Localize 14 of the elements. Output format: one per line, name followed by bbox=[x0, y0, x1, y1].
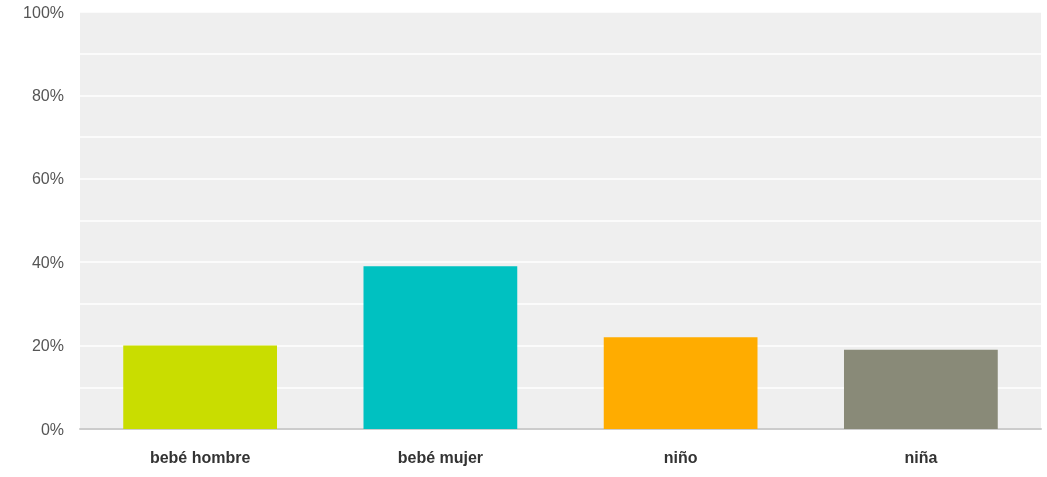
bar bbox=[844, 349, 998, 429]
x-tick-label: bebé hombre bbox=[149, 448, 251, 466]
y-tick-label: 100% bbox=[23, 3, 64, 21]
y-tick-label: 40% bbox=[31, 253, 64, 271]
x-tick-label: bebé mujer bbox=[397, 448, 484, 466]
x-tick-label: niña bbox=[904, 448, 938, 466]
y-tick-label: 20% bbox=[31, 337, 64, 355]
x-tick-label: niño bbox=[663, 448, 698, 466]
bar bbox=[123, 345, 278, 429]
bar bbox=[363, 266, 518, 429]
y-tick-label: 0% bbox=[40, 420, 64, 438]
y-tick-label: 60% bbox=[31, 170, 64, 188]
y-tick-label: 80% bbox=[31, 86, 64, 104]
bar bbox=[603, 337, 758, 429]
